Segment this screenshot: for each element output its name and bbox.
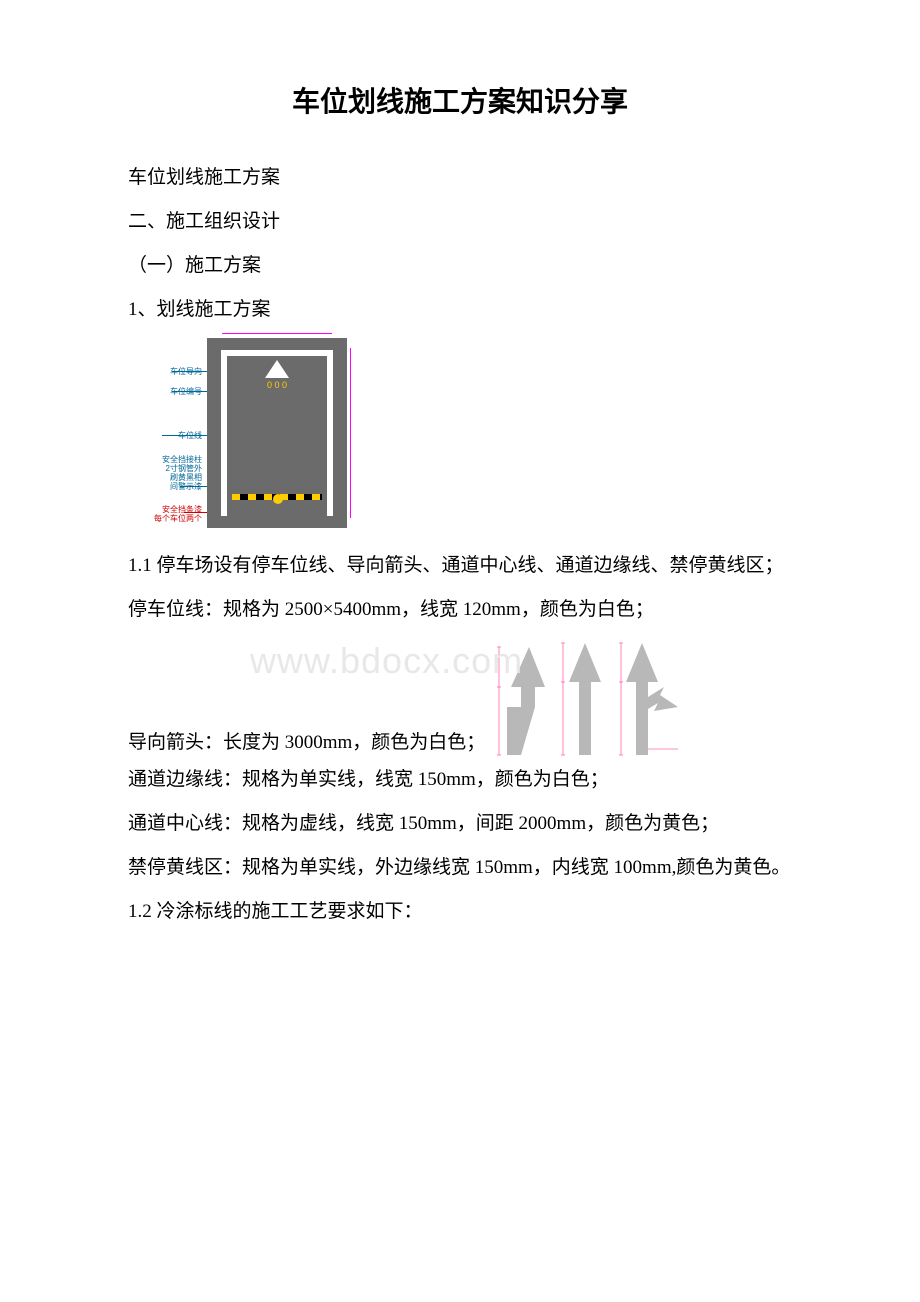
arrow-turn-icon <box>493 637 553 757</box>
parking-box: 0 0 0 <box>207 338 347 528</box>
parking-triangle-icon <box>265 360 289 378</box>
paragraph-spec-nostop: 禁停黄线区：规格为单实线，外边缘线宽 150mm，内线宽 100mm,颜色为黄色… <box>90 850 830 886</box>
diagram-label-post-2: 2寸钢管外 <box>166 464 202 473</box>
dimension-top <box>222 333 332 334</box>
paragraph-1-1: 1.1 停车场设有停车位线、导向箭头、通道中心线、通道边缘线、禁停黄线区； <box>90 548 830 584</box>
paragraph-spec-center: 通道中心线：规格为虚线，线宽 150mm，间距 2000mm，颜色为黄色； <box>90 806 830 842</box>
arrow-diagrams <box>493 637 686 762</box>
paragraph-1-2: 1.2 冷涂标线的施工工艺要求如下： <box>90 894 830 930</box>
arrow-branch-icon <box>616 637 686 757</box>
section-3: （一）施工方案 <box>90 248 830 284</box>
section-1: 车位划线施工方案 <box>90 160 830 196</box>
section-2: 二、施工组织设计 <box>90 204 830 240</box>
paragraph-spec-line: 停车位线：规格为 2500×5400mm，线宽 120mm，颜色为白色； <box>90 592 830 628</box>
parking-diagram: 车位导向 车位编号 车位线 安全挡接柱 2寸钢管外 刷黄黑相 间警示漆 安全挡条… <box>122 338 372 538</box>
arrow-straight-icon <box>557 637 612 757</box>
paragraph-spec-arrow: 导向箭头：长度为 3000mm，颜色为白色； <box>90 725 485 761</box>
parking-number-text: 0 0 0 <box>267 380 287 390</box>
paragraph-spec-edge: 通道边缘线：规格为单实线，线宽 150mm，颜色为白色； <box>90 762 830 798</box>
paragraph-1-1-text: 1.1 停车场设有停车位线、导向箭头、通道中心线、通道边缘线、禁停黄线区； <box>90 548 784 584</box>
diagram-label-stop-2: 每个车位两个 <box>154 514 202 523</box>
dimension-right <box>350 348 351 518</box>
section-4: 1、划线施工方案 <box>90 292 830 328</box>
diagram-leader-3 <box>162 435 210 436</box>
diagram-label-post-3: 刷黄黑相 <box>170 473 202 482</box>
arrow-line-row: 导向箭头：长度为 3000mm，颜色为白色； <box>90 637 830 762</box>
page-title: 车位划线施工方案知识分享 <box>90 80 830 120</box>
diagram-label-stop: 安全挡条漆 每个车位两个 <box>122 506 202 524</box>
